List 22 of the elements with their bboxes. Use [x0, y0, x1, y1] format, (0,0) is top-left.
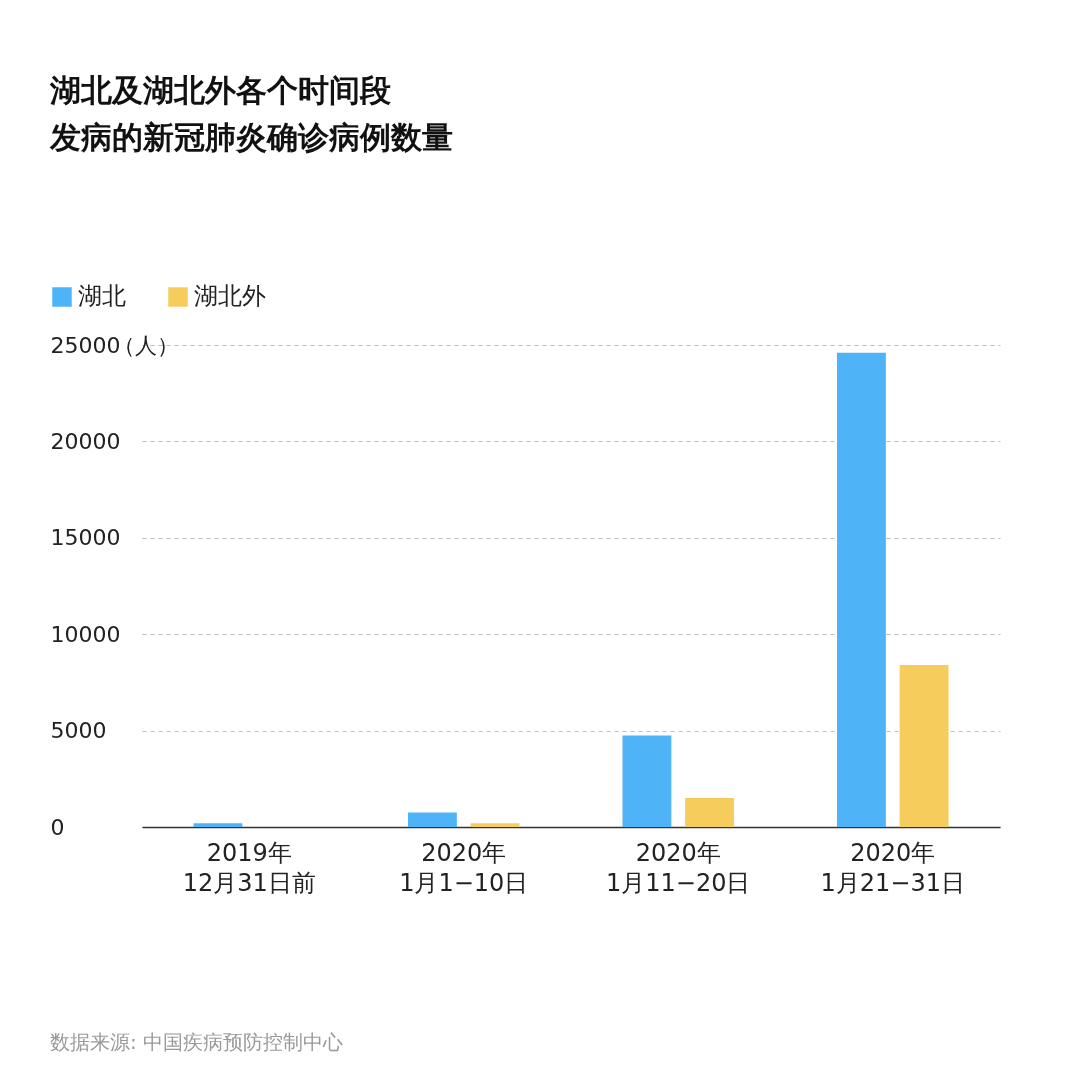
bar: [470, 823, 520, 827]
source-note: 数据来源: 中国疾病预防控制中心: [50, 1030, 344, 1054]
y-tick-label: 20000: [50, 428, 121, 454]
chart-title: 湖北及湖北外各个时间段: [49, 72, 391, 108]
x-tick-label: 2020年 1月21−31日: [820, 838, 965, 897]
bar: [685, 798, 735, 827]
y-tick-label: 0: [50, 814, 65, 840]
y-tick-label: 5000: [50, 718, 107, 744]
legend-label: 湖北: [78, 282, 126, 310]
y-tick-label: 10000: [50, 621, 121, 647]
bar: [407, 812, 457, 827]
bar: [622, 735, 672, 827]
legend-label: 湖北外: [194, 282, 266, 310]
bar: [193, 823, 243, 827]
bar: [899, 665, 949, 827]
bar: [836, 352, 886, 827]
x-tick-label: 2020年 1月1−10日: [399, 838, 529, 897]
y-tick-label: 15000: [50, 525, 121, 551]
y-tick-label: 25000: [50, 332, 121, 358]
x-tick-label: 2020年 1月11−20日: [606, 838, 751, 897]
x-tick-label: 2019年 12月31日前: [182, 838, 316, 897]
chart-subtitle: 发病的新冠肺炎确诊病例数量: [49, 119, 453, 155]
